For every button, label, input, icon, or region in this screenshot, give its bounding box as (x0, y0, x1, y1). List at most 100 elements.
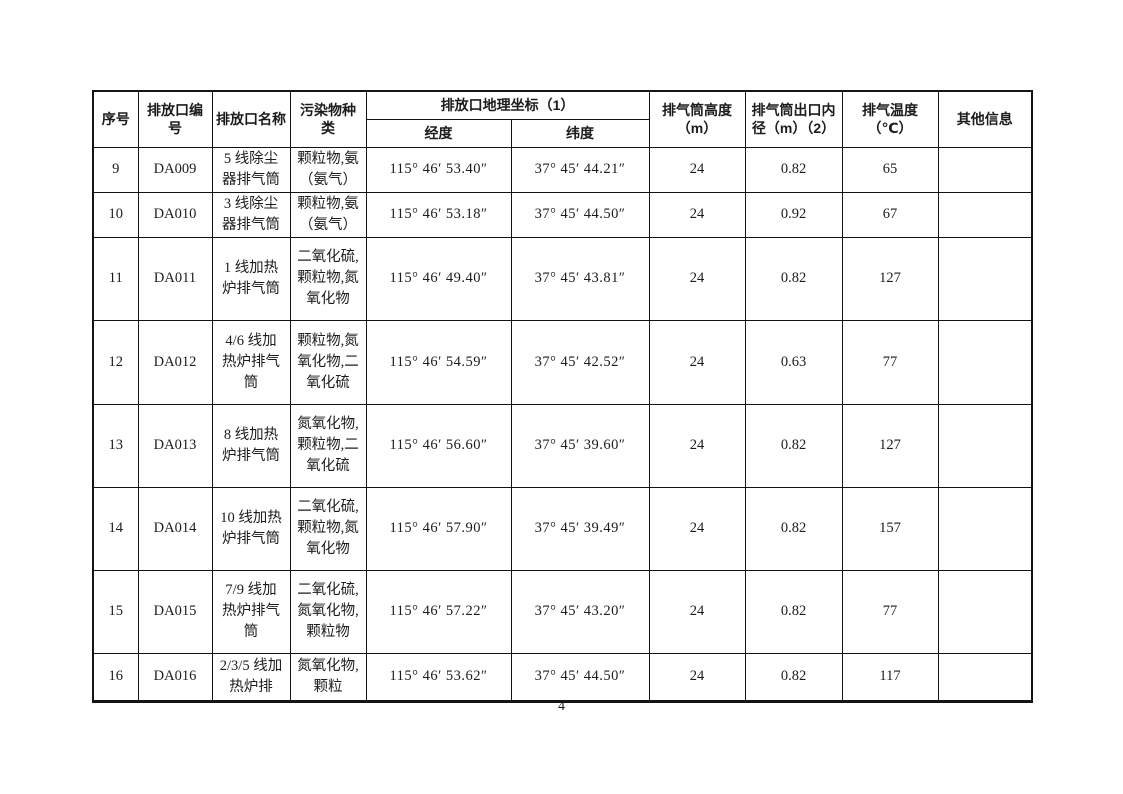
cell-other-info (937, 403, 1033, 488)
table-body: 9 DA009 5 线除尘器排气筒 颗粒物,氨（氨气） 115° 46′ 53.… (92, 146, 1033, 702)
cell-other-info (937, 486, 1033, 571)
cell-outlet-code: DA009 (137, 146, 213, 193)
cell-pollutants: 氮氧化物,颗粒 (289, 652, 367, 702)
header-stack-height: 排气筒高度（m） (648, 90, 746, 148)
cell-longitude: 115° 46′ 57.22″ (365, 569, 512, 654)
cell-outlet-code: DA015 (137, 569, 213, 654)
cell-stack-diameter: 0.82 (744, 652, 843, 702)
table-row: 14 DA014 10 线加热炉排气筒 二氧化硫,颗粒物,氮氧化物 115° 4… (92, 486, 1033, 571)
cell-latitude: 37° 45′ 43.81″ (510, 236, 650, 321)
cell-outlet-code: DA013 (137, 403, 213, 488)
cell-outlet-name: 3 线除尘器排气筒 (211, 191, 291, 238)
header-outlet-code: 排放口编号 (137, 90, 213, 148)
cell-latitude: 37° 45′ 44.50″ (510, 191, 650, 238)
cell-outlet-name: 7/9 线加热炉排气筒 (211, 569, 291, 654)
cell-stack-diameter: 0.63 (744, 319, 843, 405)
cell-other-info (937, 652, 1033, 702)
cell-longitude: 115° 46′ 54.59″ (365, 319, 512, 405)
cell-stack-height: 24 (648, 403, 746, 488)
cell-exhaust-temp: 127 (841, 403, 939, 488)
cell-seq: 12 (92, 319, 139, 405)
header-stack-diameter: 排气筒出口内径（m）（2） (744, 90, 843, 148)
cell-outlet-name: 4/6 线加热炉排气筒 (211, 319, 291, 405)
cell-stack-diameter: 0.82 (744, 236, 843, 321)
cell-seq: 9 (92, 146, 139, 193)
cell-longitude: 115° 46′ 53.62″ (365, 652, 512, 702)
cell-outlet-name: 8 线加热炉排气筒 (211, 403, 291, 488)
cell-stack-diameter: 0.82 (744, 403, 843, 488)
cell-seq: 14 (92, 486, 139, 571)
header-other-info: 其他信息 (937, 90, 1033, 148)
cell-outlet-name: 2/3/5 线加热炉排 (211, 652, 291, 702)
page-number: 4 (558, 699, 565, 714)
cell-exhaust-temp: 157 (841, 486, 939, 571)
cell-outlet-name: 10 线加热炉排气筒 (211, 486, 291, 571)
cell-stack-diameter: 0.82 (744, 486, 843, 571)
cell-exhaust-temp: 117 (841, 652, 939, 702)
cell-latitude: 37° 45′ 44.50″ (510, 652, 650, 702)
cell-stack-height: 24 (648, 146, 746, 193)
header-seq: 序号 (92, 90, 139, 148)
table-row: 13 DA013 8 线加热炉排气筒 氮氧化物,颗粒物,二氧化硫 115° 46… (92, 403, 1033, 488)
cell-longitude: 115° 46′ 49.40″ (365, 236, 512, 321)
cell-latitude: 37° 45′ 42.52″ (510, 319, 650, 405)
cell-other-info (937, 146, 1033, 193)
header-exhaust-temp: 排气温度（℃） (841, 90, 939, 148)
cell-outlet-code: DA010 (137, 191, 213, 238)
header-longitude: 经度 (365, 118, 512, 148)
cell-stack-diameter: 0.82 (744, 569, 843, 654)
cell-latitude: 37° 45′ 43.20″ (510, 569, 650, 654)
cell-latitude: 37° 45′ 39.49″ (510, 486, 650, 571)
cell-stack-height: 24 (648, 191, 746, 238)
table-row: 10 DA010 3 线除尘器排气筒 颗粒物,氨（氨气） 115° 46′ 53… (92, 191, 1033, 238)
cell-exhaust-temp: 127 (841, 236, 939, 321)
cell-other-info (937, 191, 1033, 238)
cell-outlet-code: DA012 (137, 319, 213, 405)
header-outlet-name: 排放口名称 (211, 90, 291, 148)
cell-seq: 13 (92, 403, 139, 488)
header-latitude: 纬度 (510, 118, 650, 148)
cell-other-info (937, 236, 1033, 321)
cell-other-info (937, 319, 1033, 405)
cell-stack-height: 24 (648, 569, 746, 654)
cell-longitude: 115° 46′ 56.60″ (365, 403, 512, 488)
cell-seq: 16 (92, 652, 139, 702)
cell-seq: 10 (92, 191, 139, 238)
cell-longitude: 115° 46′ 57.90″ (365, 486, 512, 571)
cell-longitude: 115° 46′ 53.40″ (365, 146, 512, 193)
cell-pollutants: 二氧化硫,颗粒物,氮氧化物 (289, 486, 367, 571)
cell-exhaust-temp: 67 (841, 191, 939, 238)
cell-outlet-name: 1 线加热炉排气筒 (211, 236, 291, 321)
cell-outlet-code: DA014 (137, 486, 213, 571)
cell-stack-height: 24 (648, 319, 746, 405)
cell-pollutants: 颗粒物,氮氧化物,二氧化硫 (289, 319, 367, 405)
document-page: 序号 排放口编号 排放口名称 污染物种类 排放口地理坐标（1） 排气筒高度（m）… (92, 90, 1034, 703)
cell-stack-diameter: 0.82 (744, 146, 843, 193)
cell-exhaust-temp: 77 (841, 319, 939, 405)
cell-outlet-code: DA011 (137, 236, 213, 321)
cell-pollutants: 二氧化硫,氮氧化物,颗粒物 (289, 569, 367, 654)
cell-stack-diameter: 0.92 (744, 191, 843, 238)
cell-stack-height: 24 (648, 652, 746, 702)
cell-stack-height: 24 (648, 236, 746, 321)
header-geo-coordinates: 排放口地理坐标（1） (365, 90, 650, 120)
cell-latitude: 37° 45′ 44.21″ (510, 146, 650, 193)
table-row: 9 DA009 5 线除尘器排气筒 颗粒物,氨（氨气） 115° 46′ 53.… (92, 146, 1033, 193)
cell-outlet-code: DA016 (137, 652, 213, 702)
cell-pollutants: 颗粒物,氨（氨气） (289, 191, 367, 238)
cell-exhaust-temp: 65 (841, 146, 939, 193)
table-row: 11 DA011 1 线加热炉排气筒 二氧化硫,颗粒物,氮氧化物 115° 46… (92, 236, 1033, 321)
emission-outlet-table: 序号 排放口编号 排放口名称 污染物种类 排放口地理坐标（1） 排气筒高度（m）… (92, 90, 1034, 703)
cell-seq: 11 (92, 236, 139, 321)
table-row: 12 DA012 4/6 线加热炉排气筒 颗粒物,氮氧化物,二氧化硫 115° … (92, 319, 1033, 405)
cell-longitude: 115° 46′ 53.18″ (365, 191, 512, 238)
cell-latitude: 37° 45′ 39.60″ (510, 403, 650, 488)
cell-stack-height: 24 (648, 486, 746, 571)
header-pollutant-type: 污染物种类 (289, 90, 367, 148)
cell-outlet-name: 5 线除尘器排气筒 (211, 146, 291, 193)
table-row: 16 DA016 2/3/5 线加热炉排 氮氧化物,颗粒 115° 46′ 53… (92, 652, 1033, 702)
table-header: 序号 排放口编号 排放口名称 污染物种类 排放口地理坐标（1） 排气筒高度（m）… (92, 90, 1033, 148)
cell-pollutants: 氮氧化物,颗粒物,二氧化硫 (289, 403, 367, 488)
cell-pollutants: 颗粒物,氨（氨气） (289, 146, 367, 193)
cell-other-info (937, 569, 1033, 654)
